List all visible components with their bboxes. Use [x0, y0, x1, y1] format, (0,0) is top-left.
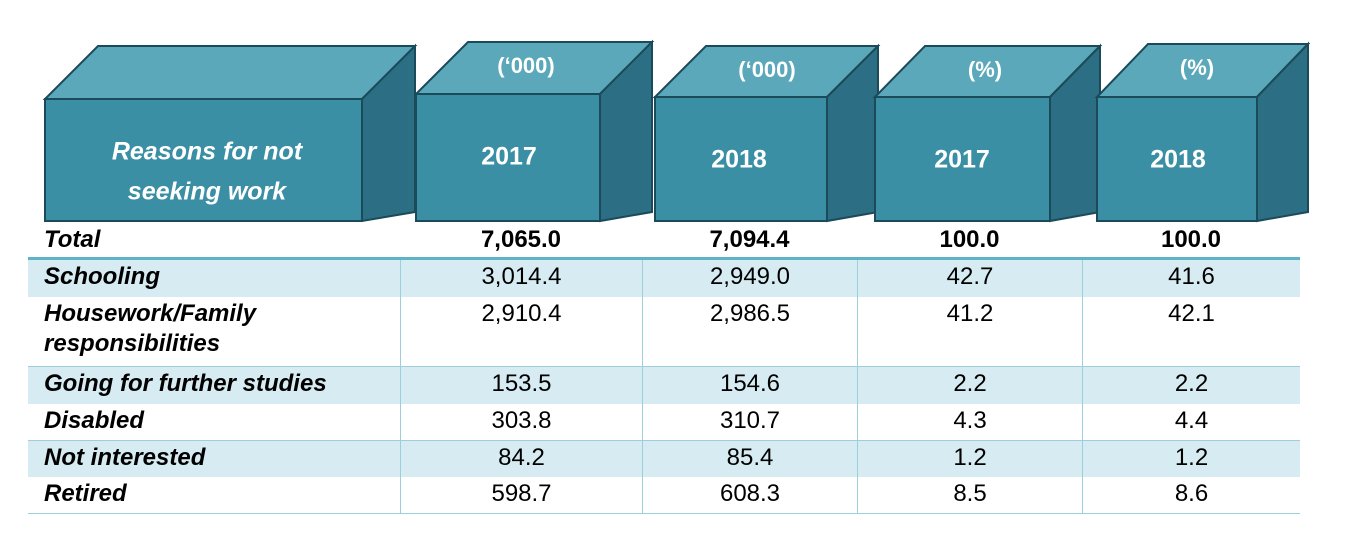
cell-2017-thousands: 84.2: [400, 441, 642, 477]
row-label: Not interested: [44, 444, 206, 471]
col3-unit: (%): [968, 57, 1002, 82]
header-box-col4: (%) 2018: [1094, 41, 1311, 223]
cell-2017-percent: 42.7: [857, 260, 1082, 297]
cell-2018-thousands: 2,949.0: [642, 260, 857, 297]
col1-unit: (‘000): [497, 53, 554, 78]
cell-2018-thousands: 85.4: [642, 441, 857, 477]
row-label: Going for further studies: [44, 370, 327, 397]
col2-year: 2018: [711, 146, 767, 174]
table-row: Retired 598.7 608.3 8.5 8.6: [28, 477, 1300, 514]
cell-2018-percent: 8.6: [1082, 477, 1300, 513]
cell-2017-thousands: 303.8: [400, 404, 642, 440]
cell-2017-thousands: 3,014.4: [400, 260, 642, 297]
table-row: Disabled 303.8 310.7 4.3 4.4: [28, 404, 1300, 441]
row-label: Housework/Family responsibilities: [28, 297, 400, 366]
row-label: Schooling: [44, 263, 160, 290]
col3-year: 2017: [934, 146, 990, 174]
cell-2018-percent: 4.4: [1082, 404, 1300, 440]
cell-2017-thousands: 153.5: [400, 367, 642, 404]
cell-2017-percent: 4.3: [857, 404, 1082, 440]
table-row: Going for further studies 153.5 154.6 2.…: [28, 367, 1300, 404]
header-box-col3: (%) 2017: [872, 43, 1103, 223]
col4-unit: (%): [1180, 55, 1214, 80]
table-row-total: Total 7,065.0 7,094.4 100.0 100.0: [28, 223, 1300, 260]
row-label: Retired: [44, 480, 127, 507]
row-label-line2: responsibilities: [44, 330, 221, 357]
cell-2018-thousands: 310.7: [642, 404, 857, 440]
header-box-col2: (‘000) 2018: [652, 43, 881, 223]
row-label: Total: [44, 226, 101, 253]
cell-2018-percent: 2.2: [1082, 367, 1300, 404]
col4-year: 2018: [1150, 146, 1206, 174]
header-box-col1: (‘000) 2017: [413, 39, 655, 223]
cell-2017-percent: 41.2: [857, 297, 1082, 366]
row-label-line1: Housework/Family: [44, 300, 257, 327]
cell-2018-thousands: 608.3: [642, 477, 857, 513]
cell-2018-thousands: 7,094.4: [709, 226, 790, 253]
header-title-line2: seeking work: [128, 178, 287, 206]
cell-2017-percent: 2.2: [857, 367, 1082, 404]
cell-2018-percent: 41.6: [1082, 260, 1300, 297]
header-title-line1: Reasons for not: [112, 138, 304, 166]
cell-2018-percent: 1.2: [1082, 441, 1300, 477]
cell-2017-thousands: 7,065.0: [480, 226, 562, 253]
cell-2018-percent: 42.1: [1082, 297, 1300, 366]
cell-2018-thousands: 2,986.5: [642, 297, 857, 366]
table-row: Housework/Family responsibilities 2,910.…: [28, 297, 1300, 367]
cell-2017-thousands: 2,910.4: [400, 297, 642, 366]
cell-2017-percent: 1.2: [857, 441, 1082, 477]
row-label: Disabled: [44, 407, 145, 434]
col1-year: 2017: [481, 143, 537, 171]
cell-2018-thousands: 154.6: [642, 367, 857, 404]
table-row: Not interested 84.2 85.4 1.2 1.2: [28, 441, 1300, 477]
header-box-reasons: Reasons for not seeking work: [42, 43, 418, 223]
cell-2017-thousands: 598.7: [400, 477, 642, 513]
table-row: Schooling 3,014.4 2,949.0 42.7 41.6: [28, 260, 1300, 297]
cell-2017-percent: 8.5: [857, 477, 1082, 513]
cell-2018-percent: 100.0: [1160, 226, 1222, 253]
col2-unit: (‘000): [738, 57, 795, 82]
cell-2017-percent: 100.0: [939, 226, 1000, 253]
header-boxes: Reasons for not seeking work (‘000) 2017…: [42, 39, 1311, 223]
